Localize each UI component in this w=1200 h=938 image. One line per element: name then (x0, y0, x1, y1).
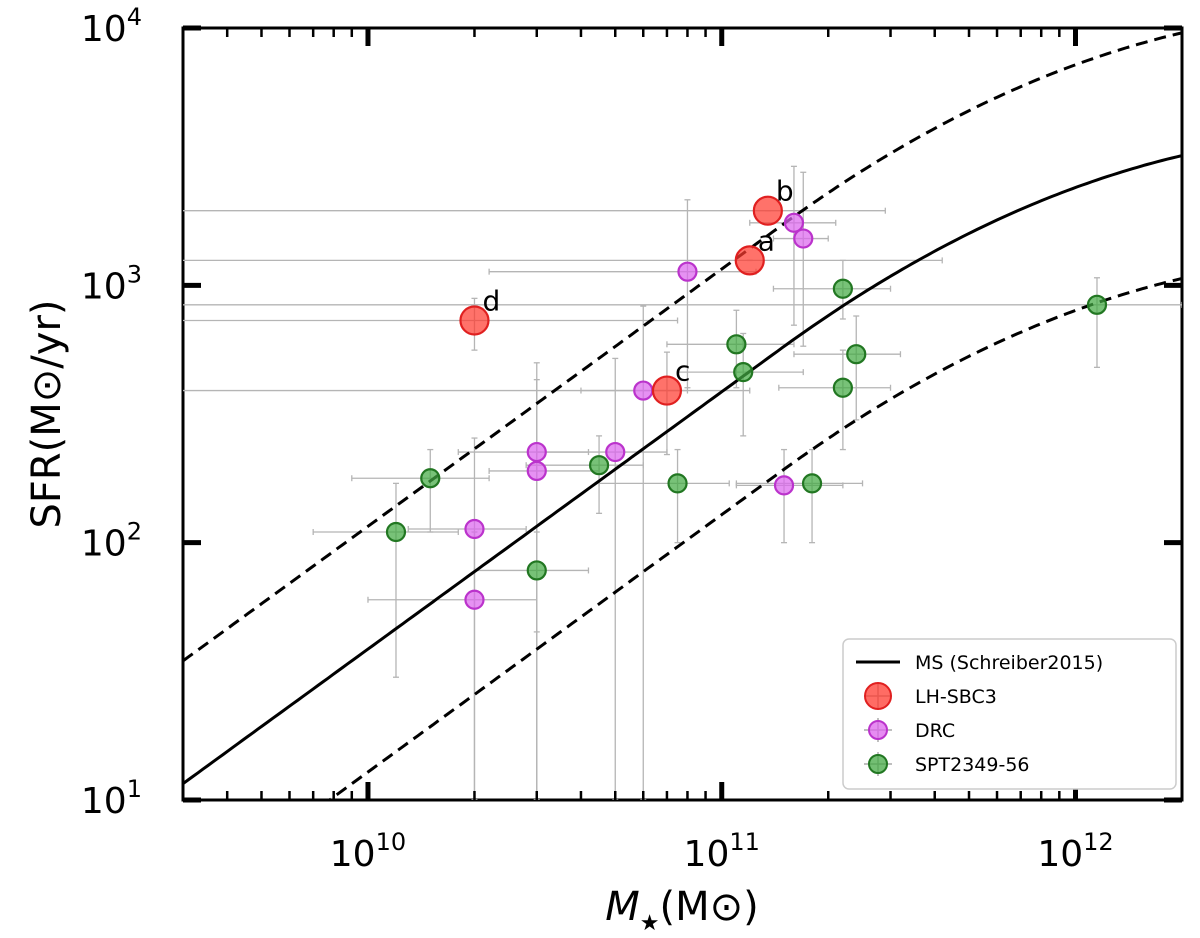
legend-box (842, 638, 1177, 790)
data-point (726, 334, 747, 355)
data-point (385, 521, 407, 543)
axis-tick-labels: 1010 1011 1012 101 102 103 104 (81, 3, 1114, 875)
data-point (526, 460, 547, 482)
y-tick-label: 101 (81, 775, 142, 822)
data-point (464, 589, 485, 610)
data-point (667, 473, 688, 494)
data-point (783, 212, 805, 233)
plot-frame (181, 26, 1184, 802)
y-axis-title: SFR(M⊙/yr) (24, 299, 70, 528)
point-labels: ab c d (482, 175, 793, 388)
legend-drc-marker (868, 720, 888, 740)
data-point (526, 441, 547, 463)
legend-drc-label: DRC (915, 720, 955, 742)
ms-dashed-line (183, 31, 1182, 663)
data-point (459, 305, 490, 336)
data-point (793, 228, 814, 249)
data-point (651, 375, 683, 406)
data-point (832, 278, 853, 299)
ms-dashed-line (326, 277, 1182, 800)
point-label: d (482, 285, 500, 318)
data-point (733, 362, 754, 383)
data-point (773, 475, 795, 496)
x-axis-title: M★(M⊙) (605, 884, 759, 936)
x-tick-label: 1012 (1037, 828, 1113, 875)
legend-lh-label: LH-SBC3 (915, 686, 997, 708)
data-point (734, 245, 765, 276)
point-label: c (675, 355, 690, 388)
data-point (846, 344, 867, 365)
legend-spt-label: SPT2349-56 (915, 754, 1030, 776)
legend-spt-marker (868, 754, 888, 774)
y-tick-label: 102 (81, 518, 142, 565)
ms-solid-line (183, 154, 1182, 785)
data-point (464, 518, 485, 540)
data-point (526, 560, 547, 581)
data-points (385, 195, 1108, 610)
data-point (420, 468, 441, 489)
data-point (677, 261, 698, 282)
legend-ms-label: MS (Schreiber2015) (915, 652, 1103, 674)
data-point (588, 455, 610, 476)
data-point (832, 377, 853, 398)
point-label: b (776, 175, 794, 208)
data-point (801, 473, 823, 494)
y-tick-label: 104 (81, 3, 142, 50)
y-tick-label: 103 (81, 260, 142, 307)
data-point (1086, 294, 1108, 315)
data-point (605, 441, 626, 463)
axis-ticks (181, 25, 1184, 803)
main-sequence-curves (183, 31, 1182, 800)
data-point (633, 380, 654, 401)
legend-lh-marker (864, 682, 892, 710)
legend: MS (Schreiber2015) LH-SBC3 DRC SPT2349-5… (842, 638, 1177, 790)
point-label: a (758, 224, 775, 257)
x-tick-label: 1011 (684, 828, 760, 875)
x-tick-label: 1010 (330, 828, 406, 875)
data-point (752, 195, 783, 226)
